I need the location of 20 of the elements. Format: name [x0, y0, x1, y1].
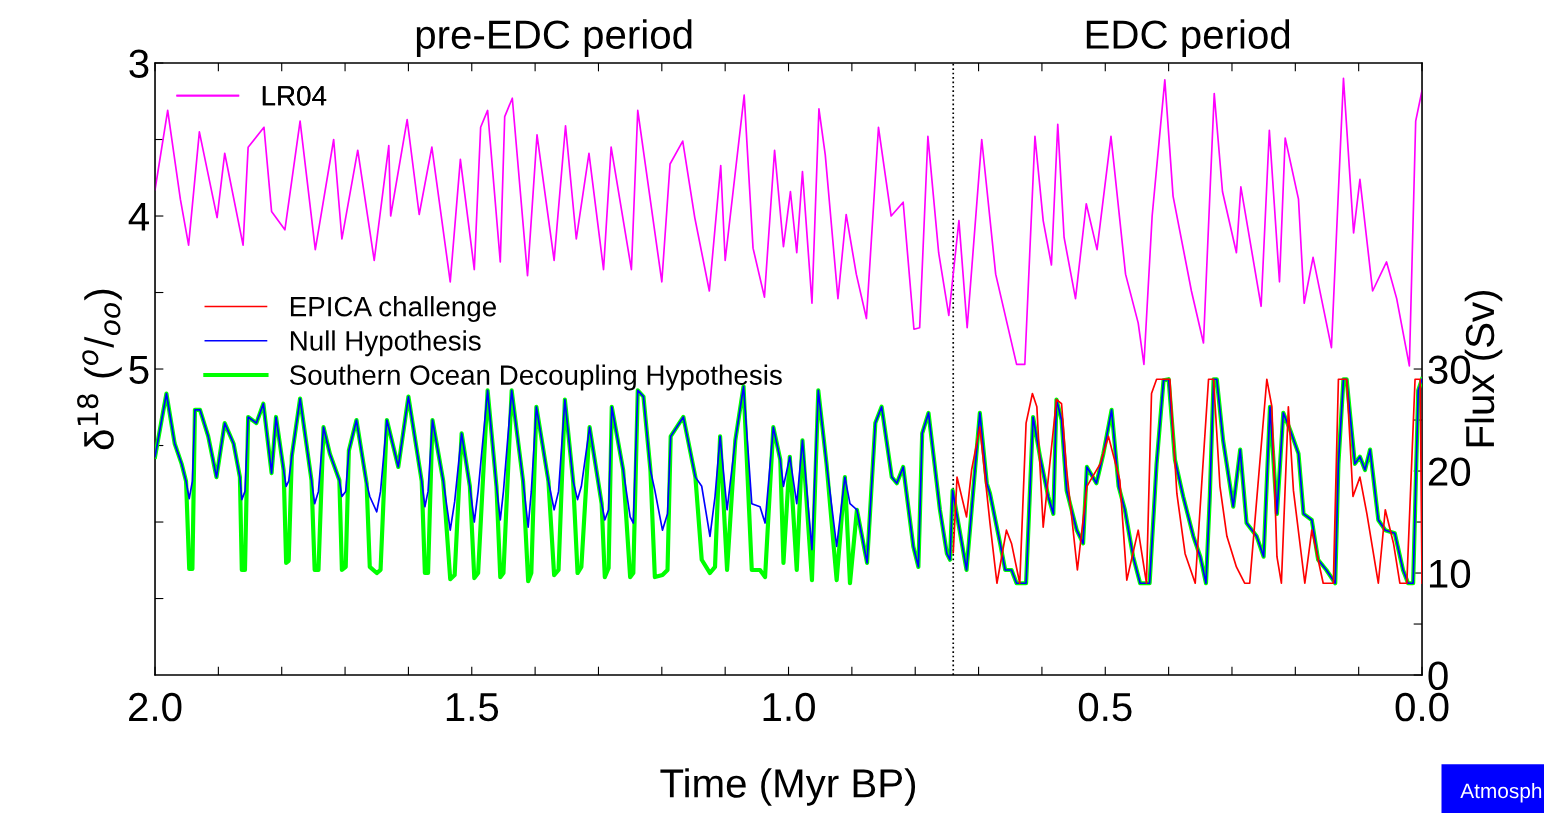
y-tick-label: 4: [128, 202, 149, 231]
legend-label: LR04: [262, 85, 327, 106]
y2-tick-label: 10: [1429, 559, 1471, 589]
y2-tick-label: 0: [1428, 661, 1448, 691]
legend-label: EPICA challenge: [290, 296, 496, 322]
x-tick-label: 1.0: [763, 692, 815, 722]
legend-label: Null Hypothesis: [290, 330, 481, 357]
y2-tick-label: 20: [1428, 457, 1471, 487]
x-tick-label: 0.0: [1395, 692, 1449, 722]
x-axis-title: Time (Myr BP): [660, 768, 916, 806]
x-tick-label: 0.5: [1078, 692, 1132, 722]
text: EDC period: [1086, 19, 1290, 57]
text: Atmosph: [1460, 782, 1542, 803]
y-axis-title: δ$^{18}$ ($^{o}$/$_{oo}$): [77, 289, 122, 450]
y-tick-label: 3: [129, 49, 149, 78]
y-tick-label: 5: [129, 355, 149, 385]
x-tick-label: 2.0: [129, 692, 182, 722]
text: pre-EDC period: [416, 19, 692, 57]
legend-label: Southern Ocean Decoupling Hypothesis: [289, 364, 782, 391]
x-tick-label: 1.5: [446, 693, 499, 722]
